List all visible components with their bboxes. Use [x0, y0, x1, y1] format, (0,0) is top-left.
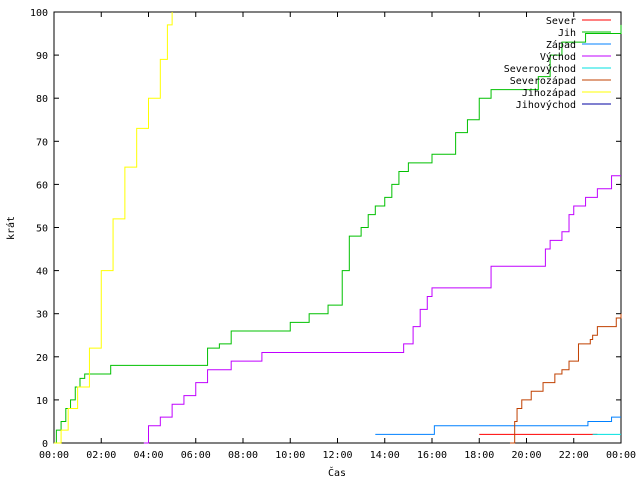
- series-line-5: [509, 313, 622, 444]
- y-tick-label: 0: [42, 439, 48, 450]
- series-line-1: [54, 24, 622, 444]
- x-tick-label: 04:00: [133, 450, 163, 461]
- y-tick-label: 10: [36, 396, 48, 407]
- x-tick-label: 00:00: [606, 450, 636, 461]
- x-tick-label: 12:00: [322, 450, 352, 461]
- y-tick-label: 40: [36, 267, 48, 278]
- x-tick-label: 08:00: [228, 450, 258, 461]
- x-tick-label: 10:00: [275, 450, 305, 461]
- series-line-3: [143, 175, 621, 444]
- legend-label: Východ: [540, 51, 576, 63]
- legend: SeverJihZápadVýchodSeverovýchodSeverozáp…: [504, 16, 611, 111]
- y-tick-label: 50: [36, 224, 48, 235]
- x-tick-label: 16:00: [417, 450, 447, 461]
- x-tick-label: 22:00: [559, 450, 589, 461]
- x-tick-label: 18:00: [464, 450, 494, 461]
- series-line-6: [54, 12, 173, 444]
- y-tick-label: 80: [36, 94, 48, 105]
- y-axis-label: krát: [5, 216, 17, 240]
- y-tick-label: 30: [36, 310, 48, 321]
- y-tick-label: 100: [30, 8, 48, 19]
- y-tick-label: 90: [36, 51, 48, 62]
- x-tick-label: 02:00: [86, 450, 116, 461]
- legend-label: Jihovýchod: [516, 99, 576, 111]
- y-tick-label: 60: [36, 180, 48, 191]
- series-line-2: [375, 416, 621, 435]
- legend-label: Západ: [546, 39, 576, 51]
- legend-label: Severozápad: [510, 75, 576, 87]
- legend-label: Severovýchod: [504, 63, 576, 75]
- y-tick-label: 20: [36, 353, 48, 364]
- x-tick-label: 14:00: [370, 450, 400, 461]
- series-group: [54, 12, 622, 444]
- x-tick-label: 20:00: [511, 450, 541, 461]
- legend-label: Sever: [546, 16, 576, 27]
- legend-label: Jih: [558, 28, 576, 39]
- ticks: 0 10 20 30 40 50 60 70 80 90 100 00:00 02:00 04:00 06:…: [30, 8, 636, 461]
- y-tick-label: 70: [36, 137, 48, 148]
- x-tick-label: 06:00: [181, 450, 211, 461]
- legend-label: Jihozápad: [522, 87, 576, 99]
- x-axis-label: Čas: [328, 466, 346, 479]
- x-tick-label: 00:00: [39, 450, 69, 461]
